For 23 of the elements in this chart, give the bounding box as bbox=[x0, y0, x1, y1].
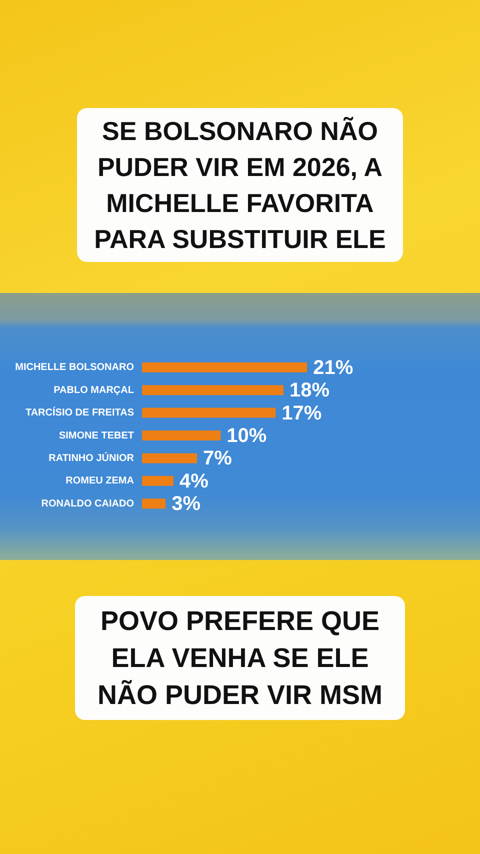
bar bbox=[142, 453, 198, 464]
y-tick-label: RATINHO JÚNIOR bbox=[48, 452, 135, 464]
bar bbox=[142, 498, 166, 509]
y-tick-label: PABLO MARÇAL bbox=[54, 384, 134, 396]
y-tick-label: MICHELLE BOLSONARO bbox=[15, 362, 134, 374]
bar bbox=[142, 408, 276, 418]
y-tick-label: SIMONE TEBET bbox=[58, 430, 134, 442]
bar bbox=[142, 476, 174, 486]
y-tick-label: ROMEU ZEMA bbox=[66, 476, 134, 487]
data-label: 21% bbox=[313, 356, 354, 379]
data-label: 17% bbox=[282, 402, 322, 424]
y-tick-label: TARCÍSIO DE FREITAS bbox=[25, 406, 134, 419]
bar bbox=[142, 385, 284, 396]
y-tick-label: RONALDO CAIADO bbox=[41, 498, 134, 510]
data-label: 18% bbox=[289, 380, 330, 402]
chart-title: SE BOLSONARO NÃO PUDER VIR EM 2026, A MICHELLE FAVORITA PARA SUBSTITUIR ELE bbox=[77, 108, 403, 262]
text: POVO PREFERE QUE ELA VENHA SE ELE NÃO PUDER VIR MSM bbox=[96, 604, 384, 712]
data-label: 4% bbox=[179, 470, 209, 492]
data-label: 3% bbox=[172, 493, 201, 516]
data-label: 10% bbox=[226, 425, 267, 448]
bar bbox=[142, 362, 308, 372]
bar bbox=[142, 430, 221, 440]
data-label: 7% bbox=[203, 448, 232, 470]
